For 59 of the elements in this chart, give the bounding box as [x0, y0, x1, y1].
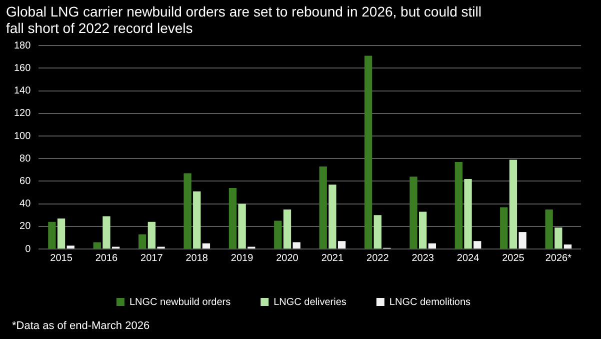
x-tick-label: 2024 — [456, 252, 480, 264]
bar — [93, 242, 101, 248]
x-tick-label: 2021 — [321, 252, 344, 264]
x-tick-label: 2022 — [366, 252, 390, 264]
bar — [193, 191, 201, 248]
y-tick-label: 180 — [14, 40, 32, 52]
bar — [509, 160, 518, 248]
bar — [418, 212, 427, 248]
y-tick-label: 20 — [20, 221, 32, 232]
x-tick-label: 2019 — [230, 252, 254, 264]
x-tick-label: 2017 — [140, 252, 164, 264]
y-tick-label: 80 — [20, 153, 32, 164]
bar — [554, 228, 562, 248]
bar — [500, 207, 508, 248]
bar — [228, 188, 237, 248]
bar — [474, 241, 482, 248]
bar — [364, 56, 372, 248]
legend-label: LNGC newbuild orders — [129, 296, 231, 308]
bar — [238, 204, 246, 248]
bar — [374, 215, 382, 248]
y-tick-label: 160 — [14, 62, 32, 74]
text: *Data as of end-March 2026 — [12, 320, 150, 332]
bar — [138, 234, 146, 248]
bar — [102, 216, 110, 248]
legend-label: LNGC demolitions — [389, 296, 471, 308]
y-tick-label: 120 — [14, 108, 32, 120]
x-tick-label: 2020 — [276, 252, 299, 264]
bar — [184, 173, 192, 248]
bar — [518, 232, 526, 248]
bar — [328, 184, 336, 248]
bar — [57, 218, 66, 248]
bar — [66, 246, 74, 248]
bar — [319, 166, 327, 248]
bar — [338, 241, 346, 248]
bar — [292, 242, 300, 248]
y-tick-label: 40 — [20, 198, 32, 210]
bar — [428, 243, 436, 248]
x-tick-label: 2018 — [186, 252, 208, 264]
x-tick-label: 2026* — [545, 252, 572, 264]
x-tick-label: 2025 — [502, 252, 525, 264]
x-tick-label: 2016 — [95, 252, 118, 264]
bar — [545, 209, 553, 248]
y-tick-label: 100 — [14, 130, 32, 142]
bar — [410, 176, 418, 248]
y-tick-label: 140 — [14, 86, 32, 97]
bar — [283, 209, 292, 248]
bar — [454, 162, 463, 248]
bar — [48, 222, 56, 248]
bar — [564, 244, 572, 248]
chart-title: Global LNG carrier newbuild orders are set to rebound in 2026, but could still fall short of 2022 record levels — [6, 3, 482, 36]
y-tick-label: 60 — [20, 176, 32, 187]
legend-label: LNGC deliveries — [274, 296, 346, 308]
bar — [148, 222, 156, 248]
bar — [274, 220, 282, 248]
x-tick-label: 2023 — [412, 252, 434, 264]
bar — [464, 178, 472, 248]
y-tick-label: 0 — [25, 244, 32, 255]
x-tick-label: 2015 — [50, 252, 73, 264]
bar — [202, 243, 210, 248]
